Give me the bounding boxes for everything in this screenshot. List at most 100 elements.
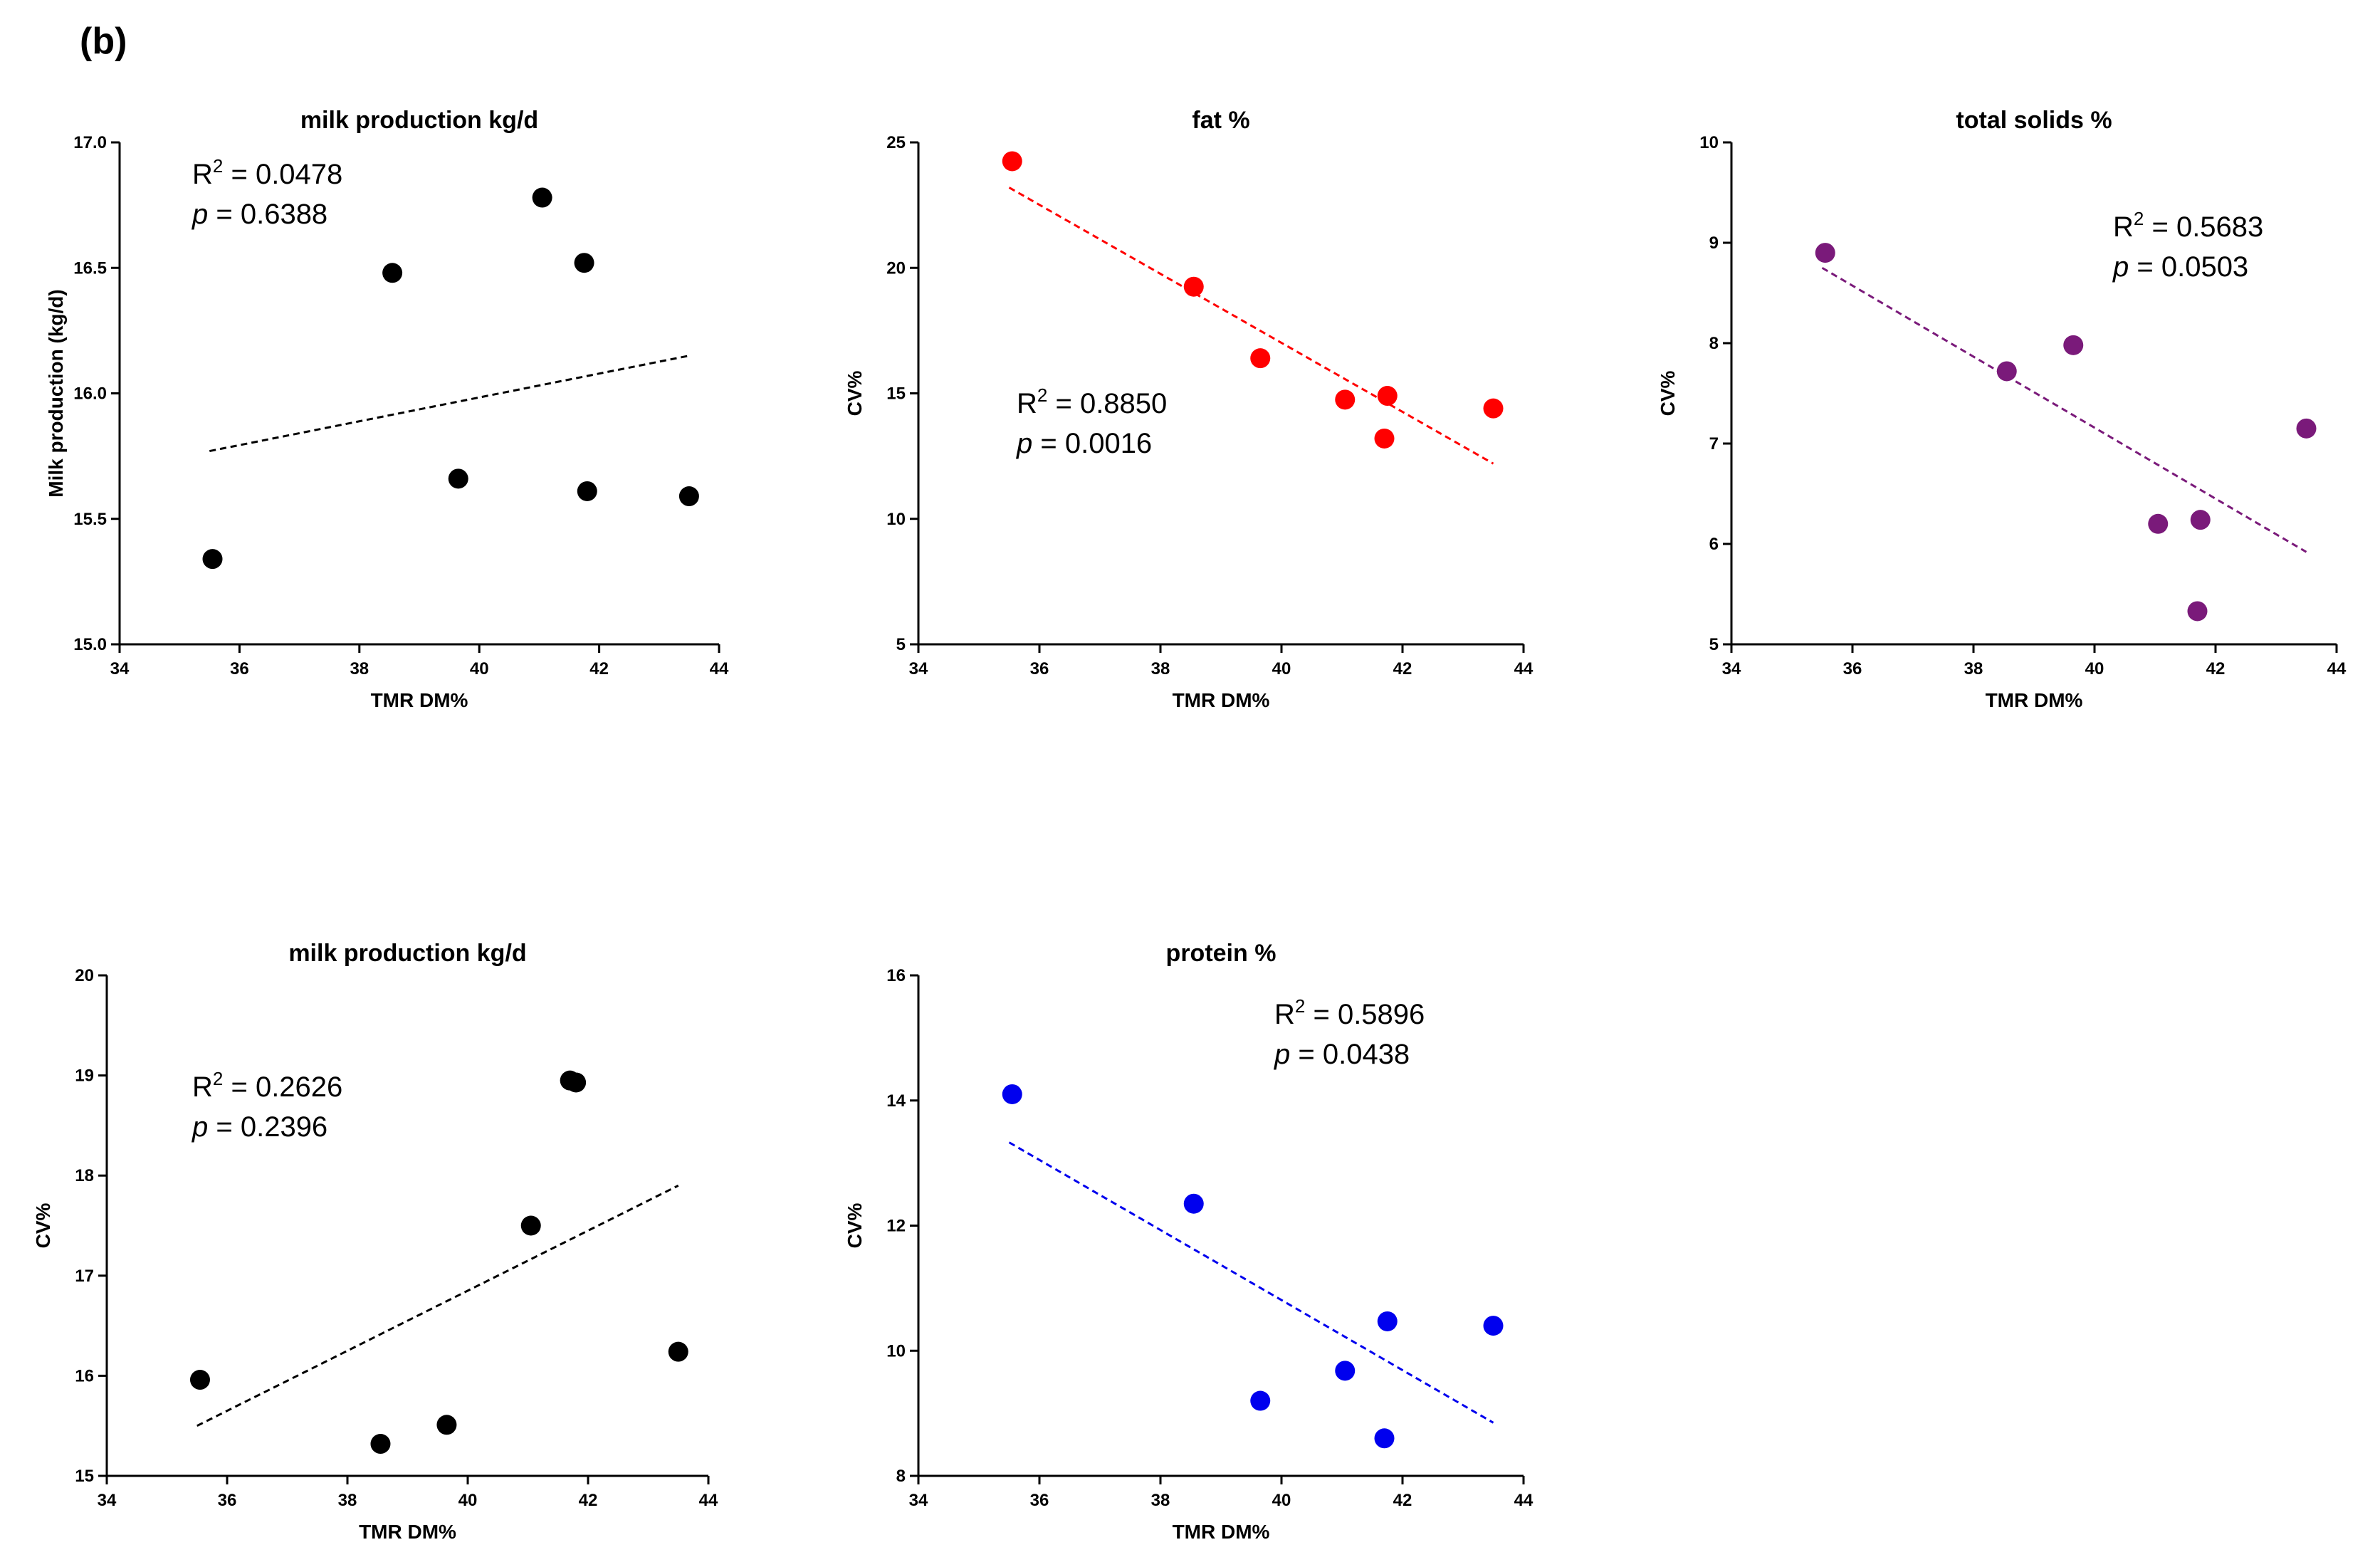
data-point xyxy=(1377,386,1398,407)
y-tick-label: 16 xyxy=(75,1366,94,1385)
x-tick-label: 44 xyxy=(2327,659,2347,678)
data-point xyxy=(1335,1361,1356,1381)
p-value-value: = 0.0503 xyxy=(2129,251,2248,283)
data-point xyxy=(189,1370,210,1390)
x-tick-label: 38 xyxy=(338,1491,357,1510)
y-tick-label: 19 xyxy=(75,1066,94,1086)
y-tick-label: 10 xyxy=(886,1341,906,1361)
data-point xyxy=(1250,1390,1271,1411)
data-point xyxy=(2187,601,2208,622)
data-point xyxy=(1483,1316,1504,1336)
y-tick-label: 18 xyxy=(75,1166,94,1185)
y-tick-label: 15 xyxy=(75,1467,94,1486)
panel-label: (b) xyxy=(80,21,127,62)
chart-title: protein % xyxy=(1166,940,1277,967)
x-tick-label: 40 xyxy=(470,659,489,678)
p-value-value: = 0.6388 xyxy=(208,199,327,230)
y-tick-label: 17.0 xyxy=(73,133,107,152)
r-squared-exponent: 2 xyxy=(1295,995,1305,1017)
x-axis-label: TMR DM% xyxy=(1986,689,2083,711)
r-squared-exponent: 2 xyxy=(1037,384,1047,406)
r-squared-annotation: R2 = 0.0478 xyxy=(192,155,342,190)
y-tick-label: 8 xyxy=(1709,334,1719,353)
r-squared-label: R xyxy=(2113,211,2134,243)
data-point xyxy=(436,1415,457,1435)
x-tick-label: 44 xyxy=(1514,659,1534,678)
y-tick-label: 20 xyxy=(75,966,94,985)
r-squared-annotation: R2 = 0.5683 xyxy=(2113,208,2263,243)
data-point xyxy=(1183,1193,1204,1214)
data-point xyxy=(1374,428,1395,449)
y-axis-label: CV% xyxy=(844,1203,866,1249)
p-value-label: p xyxy=(192,199,208,230)
y-tick-label: 9 xyxy=(1709,234,1719,253)
x-axis-label: TMR DM% xyxy=(1173,1521,1270,1543)
r-squared-exponent: 2 xyxy=(2134,208,2144,229)
regression-line xyxy=(1008,1141,1494,1424)
y-tick-label: 17 xyxy=(75,1267,94,1286)
x-tick-label: 38 xyxy=(1151,659,1170,678)
data-point xyxy=(566,1072,587,1093)
x-tick-label: 36 xyxy=(1030,1491,1049,1510)
y-axis-label: CV% xyxy=(32,1203,54,1249)
x-tick-label: 42 xyxy=(1393,659,1412,678)
x-tick-label: 36 xyxy=(218,1491,237,1510)
x-tick-label: 44 xyxy=(710,659,729,678)
y-tick-label: 16.5 xyxy=(73,258,107,278)
y-tick-label: 5 xyxy=(1709,635,1719,654)
r-squared-value: = 0.2626 xyxy=(223,1071,342,1103)
x-tick-label: 42 xyxy=(579,1491,598,1510)
y-tick-label: 10 xyxy=(1699,133,1719,152)
x-tick-label: 38 xyxy=(1964,659,1983,678)
y-tick-label: 25 xyxy=(886,133,906,152)
data-point xyxy=(1815,243,1835,263)
p-value-label: p xyxy=(1274,1039,1290,1070)
x-tick-label: 40 xyxy=(458,1491,478,1510)
data-point xyxy=(370,1434,391,1455)
p-value-annotation: p = 0.6388 xyxy=(192,199,327,230)
data-point xyxy=(577,481,597,501)
data-point xyxy=(574,253,594,273)
x-tick-label: 40 xyxy=(1272,1491,1291,1510)
x-tick-label: 34 xyxy=(1722,659,1741,678)
x-tick-label: 42 xyxy=(589,659,609,678)
y-axis-label: CV% xyxy=(844,371,866,416)
data-point xyxy=(1996,361,2017,382)
x-tick-label: 38 xyxy=(350,659,369,678)
regression-line xyxy=(196,1184,679,1427)
y-axis-label: Milk production (kg/d) xyxy=(45,289,67,497)
y-tick-label: 6 xyxy=(1709,535,1719,554)
data-point xyxy=(678,486,699,507)
x-tick-label: 36 xyxy=(1030,659,1049,678)
y-tick-label: 20 xyxy=(886,258,906,278)
chart-title: milk production kg/d xyxy=(288,940,526,967)
r-squared-value: = 0.5896 xyxy=(1305,999,1425,1030)
chart-c1: milk production kg/d 34 36 38 40 42 44 15.0 15.5… xyxy=(45,107,729,711)
x-tick-label: 42 xyxy=(1393,1491,1412,1510)
p-value-annotation: p = 0.0438 xyxy=(1274,1039,1410,1070)
r-squared-value: = 0.5683 xyxy=(2144,211,2263,243)
chart-title: total solids % xyxy=(1956,107,2112,134)
r-squared-value: = 0.8850 xyxy=(1047,388,1167,419)
r-squared-exponent: 2 xyxy=(213,1068,223,1089)
data-point xyxy=(2190,510,2211,530)
regression-line xyxy=(209,355,690,453)
p-value-annotation: p = 0.2396 xyxy=(192,1111,327,1143)
p-value-value: = 0.0016 xyxy=(1032,428,1152,459)
chart-c3: total solids % 34 36 38 40 42 44 5 6 7 8 9 10 TMR DM%… xyxy=(1657,107,2347,711)
y-tick-label: 16.0 xyxy=(73,384,107,404)
chart-c5: protein % 34 36 38 40 42 44 8 10 12 14 16 TMR DM% CV%… xyxy=(844,940,1534,1543)
p-value-label: p xyxy=(1016,428,1032,459)
data-point xyxy=(202,549,223,570)
data-point xyxy=(1377,1311,1398,1331)
r-squared-annotation: R2 = 0.8850 xyxy=(1017,384,1167,419)
data-point xyxy=(532,187,552,208)
data-point xyxy=(2063,335,2084,355)
x-tick-label: 36 xyxy=(1843,659,1862,678)
y-tick-label: 12 xyxy=(886,1217,906,1236)
chart-c4: milk production kg/d 34 36 38 40 42 44 15 16 17 18… xyxy=(32,940,718,1543)
y-axis-label: CV% xyxy=(1657,371,1679,416)
y-tick-label: 7 xyxy=(1709,434,1719,454)
data-point xyxy=(2296,418,2317,439)
